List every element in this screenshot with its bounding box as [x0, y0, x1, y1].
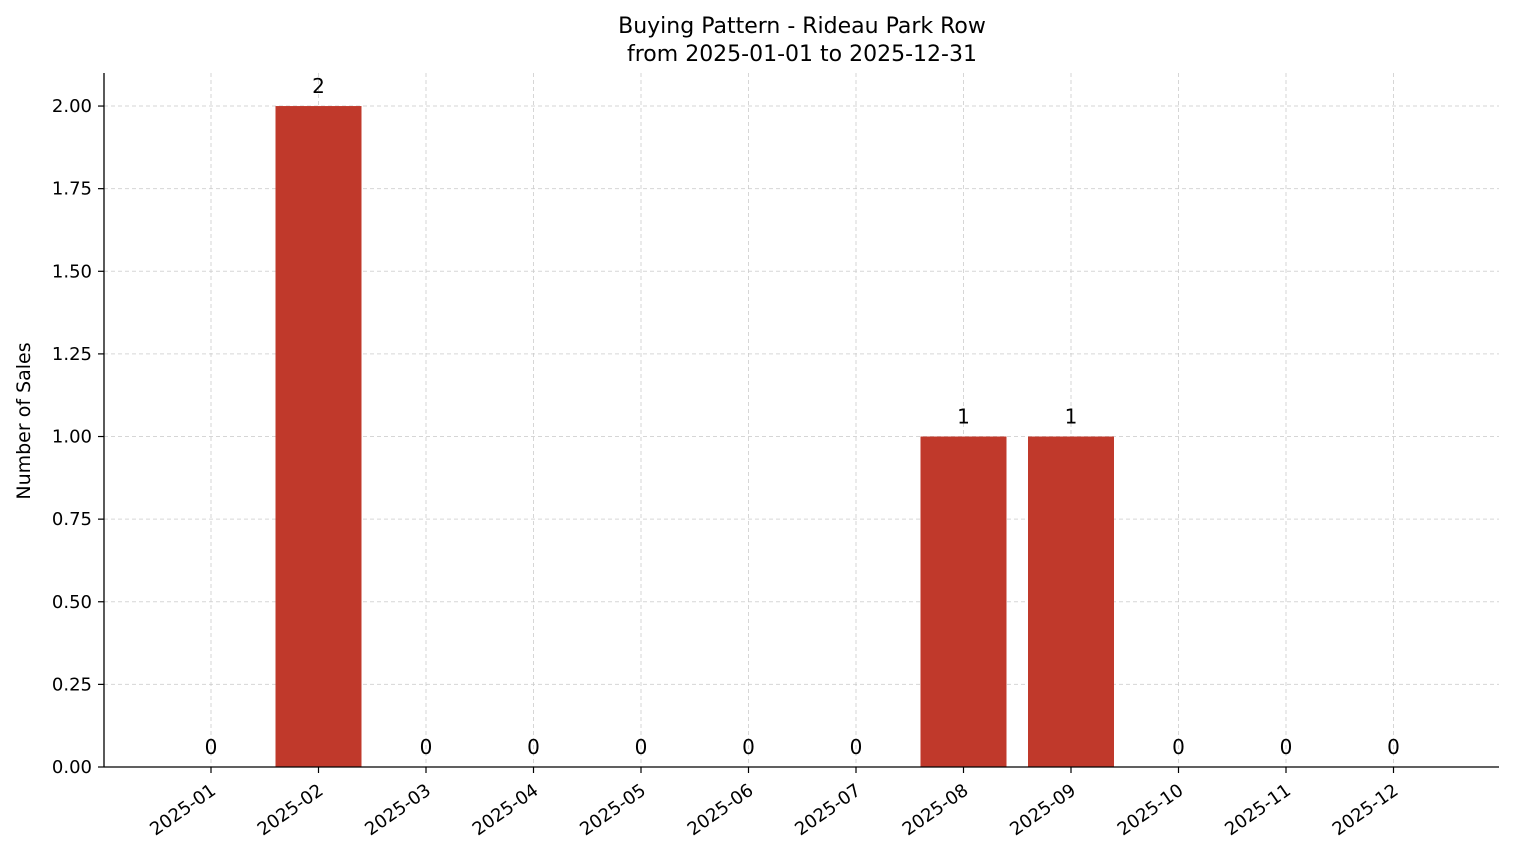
data-label: 2	[312, 74, 325, 98]
bar	[1028, 436, 1114, 767]
y-axis-label: Number of Sales	[13, 342, 35, 499]
x-ticks: 2025-01 2025-02 2025-03 2025-04 2025-05 2025-…	[146, 767, 1402, 840]
y-tick-label: 0.50	[52, 592, 92, 613]
data-label: 0	[850, 735, 863, 759]
data-label: 0	[205, 735, 218, 759]
y-tick-label: 2.00	[52, 96, 92, 117]
chart-title: Buying Pattern - Rideau Park Row	[618, 14, 986, 39]
data-labels: 0 2 0 0 0 0 0 1 1 0 0 0	[205, 74, 1400, 759]
y-tick-label: 0.75	[52, 509, 92, 530]
data-label: 0	[527, 735, 540, 759]
x-tick-label: 2025-06	[684, 780, 758, 840]
bars	[275, 106, 1114, 768]
y-ticks: 0.00 0.25 0.50 0.75 1.00 1.25 1.50 1.75 2.00	[52, 96, 104, 778]
data-label: 0	[420, 735, 433, 759]
data-label: 0	[742, 735, 755, 759]
y-tick-label: 1.25	[52, 344, 92, 365]
x-tick-label: 2025-07	[791, 780, 865, 840]
bar	[275, 106, 362, 768]
data-label: 1	[1065, 405, 1078, 429]
data-label: 0	[1172, 735, 1185, 759]
x-tick-label: 2025-08	[899, 780, 973, 840]
bar	[920, 436, 1007, 767]
x-tick-label: 2025-04	[469, 780, 543, 840]
data-label: 0	[635, 735, 648, 759]
x-tick-label: 2025-02	[254, 780, 328, 840]
x-tick-label: 2025-09	[1006, 780, 1080, 840]
x-tick-label: 2025-11	[1221, 780, 1295, 840]
x-tick-label: 2025-10	[1114, 780, 1188, 840]
data-label: 1	[957, 405, 970, 429]
y-tick-label: 1.75	[52, 179, 92, 200]
x-tick-label: 2025-03	[361, 780, 435, 840]
x-tick-label: 2025-12	[1329, 780, 1403, 840]
x-tick-label: 2025-05	[576, 780, 650, 840]
y-tick-label: 1.50	[52, 261, 92, 282]
data-label: 0	[1387, 735, 1400, 759]
y-tick-label: 0.00	[52, 757, 92, 778]
y-tick-label: 1.00	[52, 427, 92, 448]
chart-subtitle: from 2025-01-01 to 2025-12-31	[627, 42, 977, 67]
data-label: 0	[1280, 735, 1293, 759]
x-tick-label: 2025-01	[146, 780, 220, 840]
y-tick-label: 0.25	[52, 674, 92, 695]
